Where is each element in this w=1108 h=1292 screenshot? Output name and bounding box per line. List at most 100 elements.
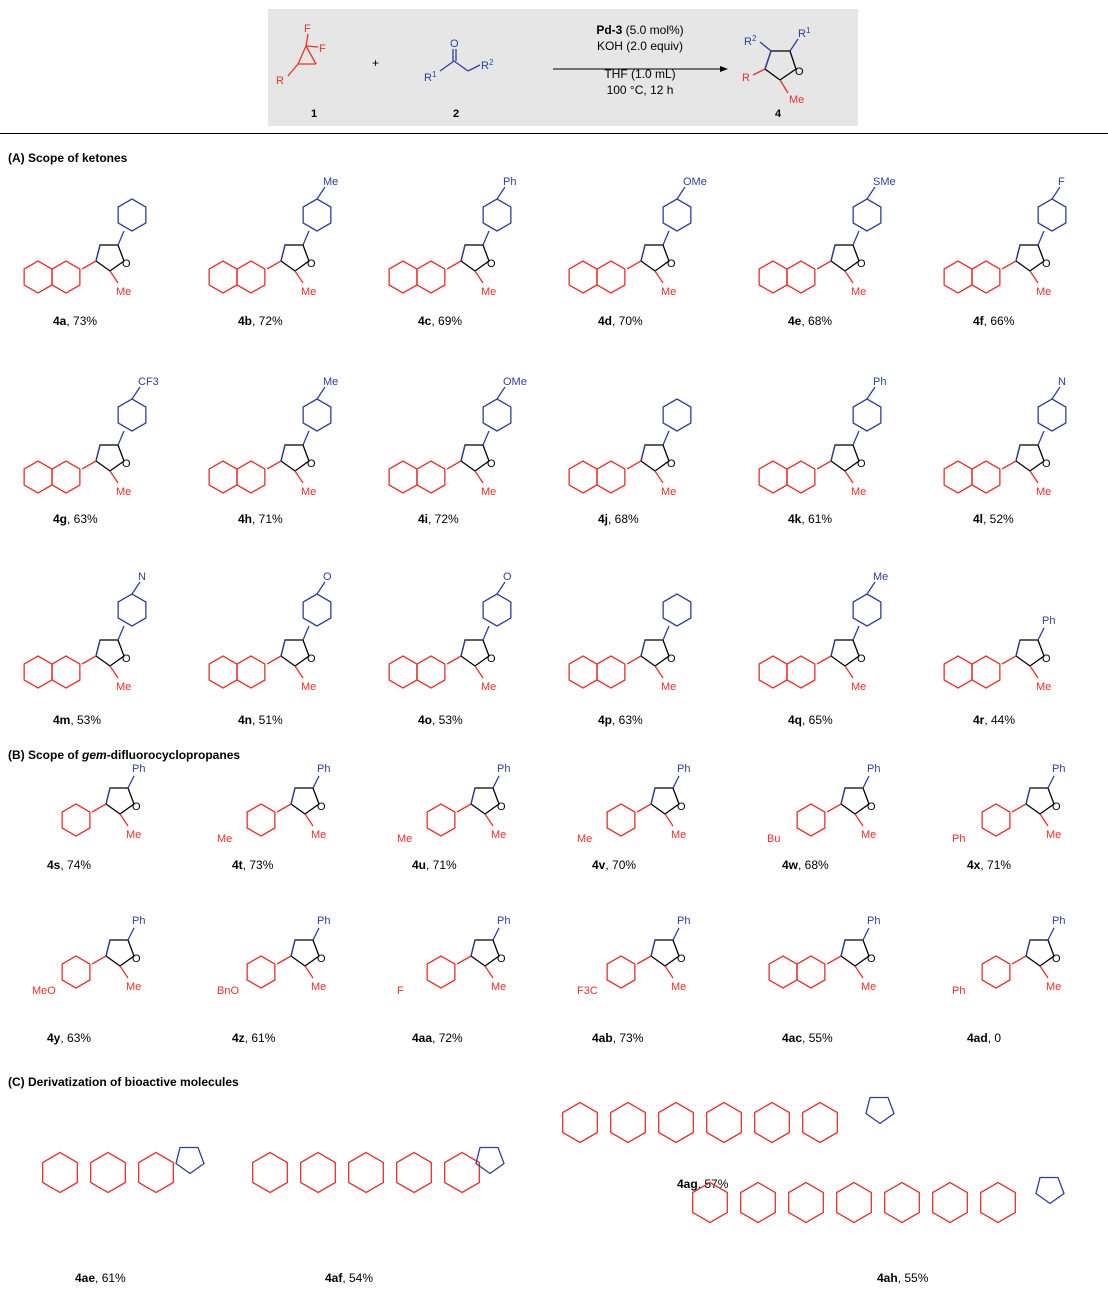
compound-caption: 4s, 74%: [47, 858, 91, 872]
compound-yield: , 73%: [612, 1031, 644, 1045]
atom-O: O: [867, 801, 876, 813]
aryl-bond: [626, 260, 642, 270]
furan-ring: [840, 787, 870, 815]
methyl-bond: [294, 665, 304, 679]
methyl-label: Me: [481, 486, 496, 498]
compound-id: 4a: [53, 314, 67, 328]
furan-bond: [460, 639, 466, 657]
compound-id: 4ab: [592, 1031, 613, 1045]
naphthalene-ring: [568, 655, 598, 689]
furan-bond: [840, 939, 846, 957]
methyl-bond: [119, 965, 129, 979]
aryl-bond: [117, 625, 125, 641]
compound-structure-4t: O Me Me Ph: [217, 763, 330, 845]
substituent-bond: [1051, 386, 1061, 400]
methyl-label: Me: [851, 286, 866, 298]
compound-id: 4ah: [877, 1271, 898, 1285]
compound-id: 4ae: [75, 1271, 96, 1285]
aryl-bond: [662, 625, 670, 641]
compound-caption: 4j, 68%: [598, 512, 639, 526]
compound-caption: 4z, 61%: [232, 1031, 275, 1045]
skeleton-ring: [138, 1151, 174, 1194]
furan-bond: [95, 444, 101, 462]
compound-yield: , 44%: [984, 713, 1016, 727]
naphthalene-ring: [23, 460, 53, 494]
furan-bond: [830, 444, 836, 462]
aryl-bond: [482, 430, 490, 446]
naphthalene-ring: [786, 460, 816, 494]
atom-O: O: [122, 458, 131, 470]
furan-bond: [830, 244, 836, 262]
methyl-bond: [294, 270, 304, 284]
compound-yield: , 65%: [802, 713, 833, 727]
compound-structure-4m: O Me N: [23, 571, 147, 693]
atom-O: O: [677, 801, 686, 813]
compound-yield: , 70%: [605, 858, 637, 872]
solvent-line: THF (1.0 mL): [604, 67, 676, 81]
compound-id: 4s: [47, 858, 61, 872]
furan-ring: [650, 787, 680, 815]
substituent-bond: [492, 927, 500, 941]
aryl-bond: [1011, 803, 1027, 813]
methyl-bond: [1029, 270, 1039, 284]
atom-O: O: [667, 258, 676, 270]
compound-id: 4ag: [677, 1177, 698, 1191]
benzene-ring: [1037, 398, 1067, 432]
substituent-bond: [127, 927, 135, 941]
atom-O: O: [317, 801, 326, 813]
methyl-label: Me: [126, 981, 141, 993]
aryl-bond: [482, 625, 490, 641]
atom-O: O: [307, 653, 316, 665]
furan-substituent: Ph: [1052, 763, 1065, 775]
compound-id: 4q: [788, 713, 803, 727]
furan-bond: [1025, 787, 1031, 805]
substituent-bond: [127, 775, 135, 789]
aryl-bond: [852, 430, 860, 446]
naphthalene-ring: [596, 655, 626, 689]
compound-caption: 4f, 66%: [973, 314, 1014, 328]
naphthalene-ring: [758, 655, 788, 689]
methyl-label: Me: [116, 286, 131, 298]
methyl-bond: [664, 813, 674, 827]
furan-ring: [840, 939, 870, 967]
compound-caption: 4p, 63%: [598, 713, 643, 727]
atom-O: O: [857, 458, 866, 470]
compound-id: 4d: [598, 314, 613, 328]
methyl-label: Me: [126, 829, 141, 841]
divider-line: [0, 133, 1108, 134]
methyl-label: Me: [491, 829, 506, 841]
naphthalene-ring: [568, 460, 598, 494]
methyl-bond: [484, 965, 494, 979]
compound-id: 4n: [238, 713, 253, 727]
section-b-title: (B) Scope of gem-difluorocyclopropanes: [8, 748, 241, 762]
furan-ring: [475, 1146, 505, 1175]
aryl-substituent: Me: [873, 571, 888, 583]
atom-O: O: [497, 953, 506, 965]
benzene-ring: [796, 803, 826, 837]
aryl-bond: [816, 460, 832, 470]
methyl-bond: [109, 665, 119, 679]
compound-caption: 4n, 51%: [238, 713, 283, 727]
naphthalene-ring: [971, 260, 1001, 294]
compound-yield: , 68%: [608, 512, 639, 526]
compound-id: 4l: [973, 512, 984, 526]
methyl-bond: [109, 470, 119, 484]
compound-caption: 4b, 72%: [238, 314, 283, 328]
methyl-bond: [119, 813, 129, 827]
compound-yield: , 63%: [612, 713, 643, 727]
aryl-bond: [266, 260, 282, 270]
naphthalene-ring: [943, 460, 973, 494]
aryl-substituent: MeO: [32, 985, 56, 997]
benzene-ring: [981, 955, 1011, 989]
furan-substituent: Ph: [497, 915, 510, 927]
compound-id: 4ac: [782, 1031, 803, 1045]
substituent-bond: [496, 186, 506, 200]
furan-bond: [840, 787, 846, 805]
benzene-ring: [482, 593, 512, 627]
aryl-bond: [816, 655, 832, 665]
methyl-bond: [664, 965, 674, 979]
naphthalene-ring: [388, 260, 418, 294]
compound-yield: , 69%: [431, 314, 463, 328]
compound-yield: , 72%: [252, 314, 283, 328]
compound-structure-4a: O Me: [23, 198, 147, 298]
